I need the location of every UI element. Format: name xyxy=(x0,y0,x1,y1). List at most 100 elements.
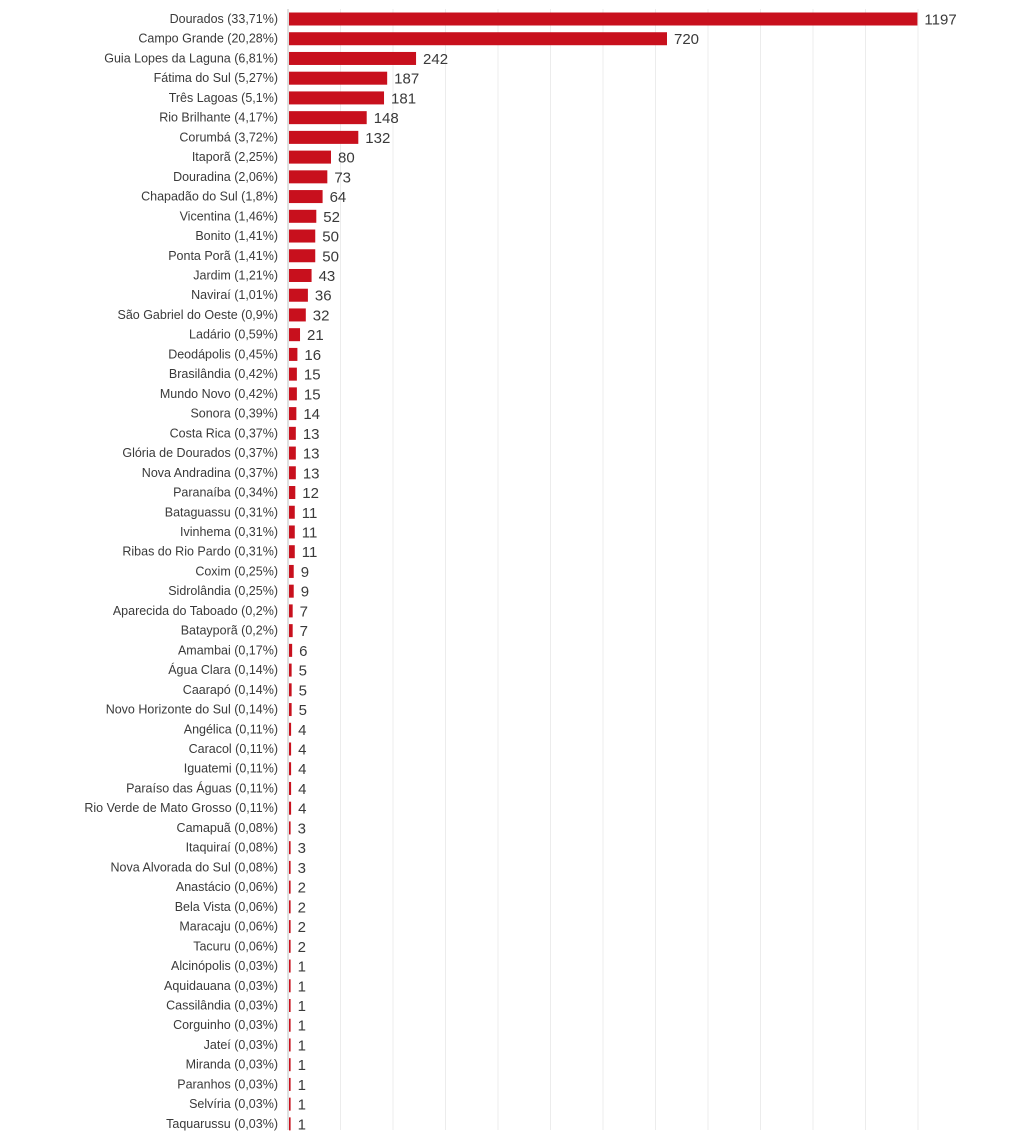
data-label: 36 xyxy=(315,288,332,305)
data-label: 1 xyxy=(298,1037,306,1054)
bar xyxy=(289,12,918,26)
bar xyxy=(289,959,291,973)
category-label: Rio Brilhante (4,17%) xyxy=(159,111,278,125)
bar xyxy=(289,584,294,598)
category-label: Guia Lopes da Laguna (6,81%) xyxy=(104,51,278,65)
data-label: 4 xyxy=(298,761,306,778)
bar xyxy=(289,190,323,204)
category-label: Ladário (0,59%) xyxy=(189,328,278,342)
data-label: 5 xyxy=(299,682,307,699)
data-label: 21 xyxy=(307,327,324,344)
bar xyxy=(289,564,294,578)
bar xyxy=(289,999,291,1012)
data-label: 13 xyxy=(303,426,320,443)
bar xyxy=(289,920,291,934)
bar xyxy=(289,624,293,638)
category-label: Campo Grande (20,28%) xyxy=(138,32,278,46)
data-label: 2 xyxy=(298,880,306,897)
data-label: 1 xyxy=(298,1077,306,1094)
bar xyxy=(289,900,291,914)
bar xyxy=(289,150,331,164)
data-label: 2 xyxy=(298,919,306,936)
category-label: Corumbá (3,72%) xyxy=(179,130,278,144)
bar xyxy=(289,426,296,440)
bar xyxy=(289,703,292,717)
category-label: Deodápolis (0,45%) xyxy=(168,347,278,361)
bar xyxy=(289,229,316,243)
category-label: Camapuã (0,08%) xyxy=(177,821,278,835)
bar xyxy=(289,979,291,993)
bar xyxy=(289,32,667,46)
category-label: Mundo Novo (0,42%) xyxy=(160,387,278,401)
data-label: 132 xyxy=(365,130,390,147)
data-label: 1 xyxy=(298,978,306,995)
category-label: Amambai (0,17%) xyxy=(178,643,278,657)
category-label: Aquidauana (0,03%) xyxy=(164,979,278,993)
bar xyxy=(289,288,308,302)
category-label: Paraíso das Águas (0,11%) xyxy=(126,780,278,795)
category-label: Glória de Dourados (0,37%) xyxy=(122,446,278,460)
data-label: 13 xyxy=(303,446,320,463)
bar xyxy=(289,367,297,381)
category-label: Jardim (1,21%) xyxy=(193,268,278,282)
data-label: 148 xyxy=(374,110,399,127)
data-label: 7 xyxy=(300,623,308,640)
data-label: 5 xyxy=(299,663,307,680)
data-label: 9 xyxy=(301,564,309,581)
data-label: 9 xyxy=(301,584,309,601)
bar xyxy=(289,781,292,795)
bar xyxy=(289,130,359,144)
data-label: 16 xyxy=(304,347,321,364)
data-label: 1 xyxy=(298,1116,306,1133)
category-label: Maracaju (0,06%) xyxy=(179,920,278,934)
category-label: Ribas do Rio Pardo (0,31%) xyxy=(122,545,278,559)
bar xyxy=(289,91,385,105)
data-label: 4 xyxy=(298,722,306,739)
data-label: 11 xyxy=(302,544,318,561)
data-label: 187 xyxy=(394,71,419,88)
bar xyxy=(289,880,291,894)
category-label: Bataguassu (0,31%) xyxy=(165,505,278,519)
bar xyxy=(289,446,296,460)
data-label: 2 xyxy=(298,939,306,956)
category-label: Sonora (0,39%) xyxy=(190,407,278,421)
bar xyxy=(289,268,312,282)
category-label: Água Clara (0,14%) xyxy=(168,662,278,677)
category-label: Ponta Porã (1,41%) xyxy=(168,249,278,263)
data-label: 5 xyxy=(299,702,307,719)
data-label: 6 xyxy=(299,643,307,660)
bar xyxy=(289,722,292,736)
bar xyxy=(289,1038,291,1052)
data-label: 3 xyxy=(298,840,306,857)
category-label: Iguatemi (0,11%) xyxy=(184,762,278,776)
category-label: Rio Verde de Mato Grosso (0,11%) xyxy=(84,801,278,815)
data-label: 32 xyxy=(313,307,330,324)
category-label: Chapadão do Sul (1,8%) xyxy=(141,190,278,204)
data-label: 4 xyxy=(298,742,306,759)
bar xyxy=(289,407,297,421)
category-label: Três Lagoas (5,1%) xyxy=(169,91,278,105)
bar xyxy=(289,1058,291,1072)
category-label: Caarapó (0,14%) xyxy=(183,683,278,697)
category-label: Naviraí (1,01%) xyxy=(191,288,278,302)
data-label: 1 xyxy=(298,1057,306,1074)
bar xyxy=(289,801,292,815)
category-label: Anastácio (0,06%) xyxy=(176,880,278,894)
bar xyxy=(289,486,296,500)
category-label: Caracol (0,11%) xyxy=(189,742,278,756)
data-label: 1 xyxy=(298,1097,306,1114)
data-label: 50 xyxy=(322,229,339,246)
bar xyxy=(289,308,306,322)
data-label: 7 xyxy=(300,603,308,620)
category-label: Paranhos (0,03%) xyxy=(177,1077,278,1091)
category-label: Aparecida do Taboado (0,2%) xyxy=(113,604,278,618)
data-label: 12 xyxy=(302,485,319,502)
data-label: 1 xyxy=(298,959,306,976)
category-label: Paranaíba (0,34%) xyxy=(173,486,278,500)
bar xyxy=(289,643,293,657)
category-label: Corguinho (0,03%) xyxy=(173,1018,278,1032)
bar xyxy=(289,347,298,361)
bar xyxy=(289,111,367,125)
